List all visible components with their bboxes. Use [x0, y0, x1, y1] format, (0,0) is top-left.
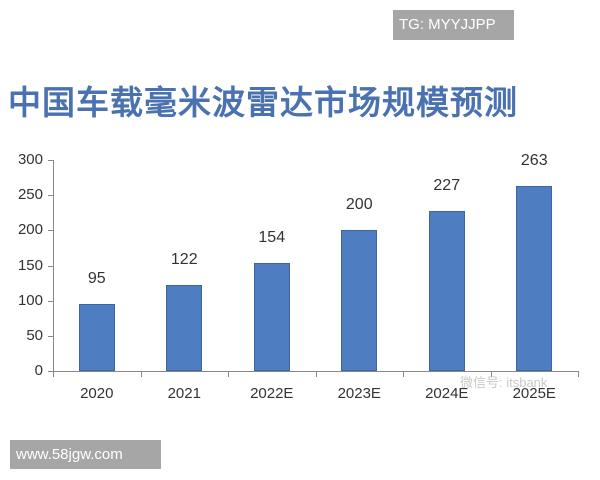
site-badge: www.58jgw.com	[10, 440, 161, 469]
bar-2022E	[253, 262, 290, 371]
y-tick-label: 50	[26, 326, 43, 344]
x-tick-label: 2020	[80, 385, 114, 402]
y-tick	[48, 265, 53, 267]
x-tick	[53, 371, 54, 377]
y-tick-label: 100	[17, 291, 43, 309]
y-tick	[48, 335, 53, 337]
y-tick	[48, 300, 53, 302]
chart-title: 中国车载毫米波雷达市场规模预测	[8, 83, 518, 122]
data-label: 154	[258, 228, 286, 246]
x-tick-label: 2025E	[512, 385, 556, 402]
bar-2021	[166, 285, 203, 371]
x-tick-label: 2024E	[425, 385, 469, 402]
x-tick	[403, 371, 404, 377]
x-tick	[315, 371, 317, 377]
bar-2023E	[341, 230, 378, 371]
x-tick	[228, 371, 229, 377]
y-tick	[48, 371, 53, 372]
bar-2024E	[428, 211, 465, 371]
data-label: 263	[520, 152, 548, 170]
data-label: 227	[433, 177, 461, 195]
bar-2025E	[516, 186, 553, 371]
y-tick-label: 250	[17, 186, 43, 204]
y-tick	[48, 195, 53, 197]
x-tick-label: 2022E	[250, 385, 294, 402]
x-tick-label: 2021	[167, 385, 201, 402]
y-tick-label: 200	[17, 221, 43, 239]
y-axis	[53, 160, 54, 372]
data-label: 200	[345, 196, 373, 214]
x-tick	[578, 371, 579, 377]
y-tick	[48, 230, 53, 232]
y-tick-label: 0	[34, 362, 43, 379]
y-tick	[48, 160, 53, 161]
x-tick	[140, 371, 142, 377]
y-tick-label: 150	[17, 256, 43, 274]
data-label: 122	[170, 251, 198, 269]
bar-2020	[78, 304, 115, 371]
watermark: 微信号: itsbank	[460, 375, 548, 390]
x-tick-label: 2023E	[337, 385, 381, 402]
data-label: 95	[87, 270, 106, 288]
y-tick-label: 300	[17, 151, 43, 168]
tg-badge: TG: MYYJJPP	[393, 10, 514, 40]
x-tick	[490, 371, 492, 377]
